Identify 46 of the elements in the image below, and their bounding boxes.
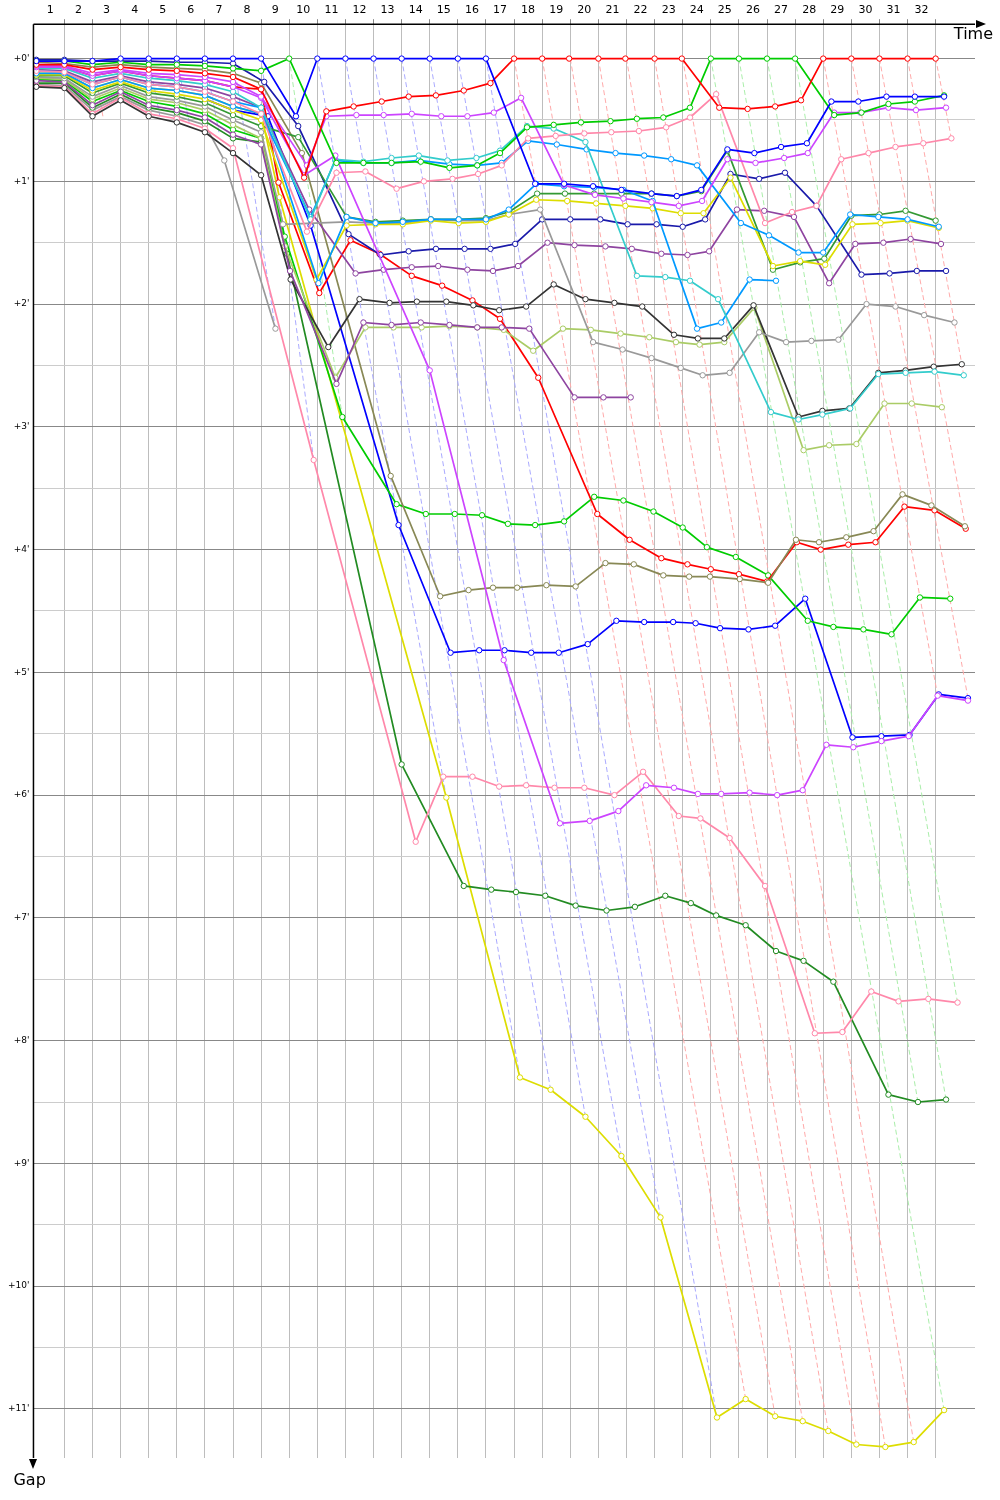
x-tick-label: 1 — [46, 3, 54, 17]
x-tick-label: 32 — [914, 3, 929, 17]
x-tick-label: 2 — [74, 3, 82, 17]
x-tick-label: 15 — [436, 3, 451, 17]
y-tick-label: +0' — [13, 52, 30, 63]
y-tick-label: +3' — [13, 421, 30, 432]
x-tick-label: 19 — [549, 3, 564, 17]
x-tick-label: 8 — [243, 3, 251, 17]
x-tick-label: 13 — [380, 3, 395, 17]
x-tick-label: 4 — [131, 3, 139, 17]
y-tick-label: +4' — [13, 543, 30, 554]
x-tick-label: 5 — [159, 3, 167, 17]
x-axis-title: Time — [952, 24, 993, 44]
x-tick-label: 18 — [521, 3, 536, 17]
x-tick-label: 25 — [717, 3, 732, 17]
y-tick-label: +9' — [13, 1157, 30, 1168]
y-tick-label: +10' — [8, 1280, 30, 1291]
x-tick-label: 23 — [661, 3, 676, 17]
x-tick-label: 22 — [633, 3, 648, 17]
x-tick-label: 21 — [605, 3, 620, 17]
x-tick-label: 7 — [215, 3, 223, 17]
x-tick-label: 20 — [577, 3, 592, 17]
x-tick-label: 27 — [774, 3, 789, 17]
x-tick-label: 11 — [324, 3, 339, 17]
y-tick-label: +2' — [13, 298, 30, 309]
x-tick-label: 24 — [689, 3, 704, 17]
x-tick-label: 16 — [464, 3, 479, 17]
x-tick-label: 3 — [103, 3, 111, 17]
x-tick-label: 26 — [745, 3, 760, 17]
x-tick-label: 12 — [352, 3, 367, 17]
x-tick-label: 28 — [802, 3, 817, 17]
y-tick-label: +5' — [13, 666, 30, 677]
x-tick-label: 14 — [408, 3, 423, 17]
x-tick-label: 17 — [493, 3, 508, 17]
y-tick-label: +7' — [13, 912, 30, 923]
x-tick-label: 31 — [886, 3, 901, 17]
y-axis-title: Gap — [13, 1470, 46, 1490]
y-tick-label: +11' — [8, 1403, 30, 1414]
x-tick-label: 10 — [296, 3, 311, 17]
y-tick-label: +8' — [13, 1034, 30, 1045]
x-tick-label: 6 — [187, 3, 195, 17]
y-tick-label: +6' — [13, 789, 30, 800]
y-tick-label: +1' — [13, 175, 30, 186]
x-tick-label: 9 — [271, 3, 279, 17]
x-tick-label: 30 — [858, 3, 873, 17]
x-tick-label: 29 — [830, 3, 845, 17]
